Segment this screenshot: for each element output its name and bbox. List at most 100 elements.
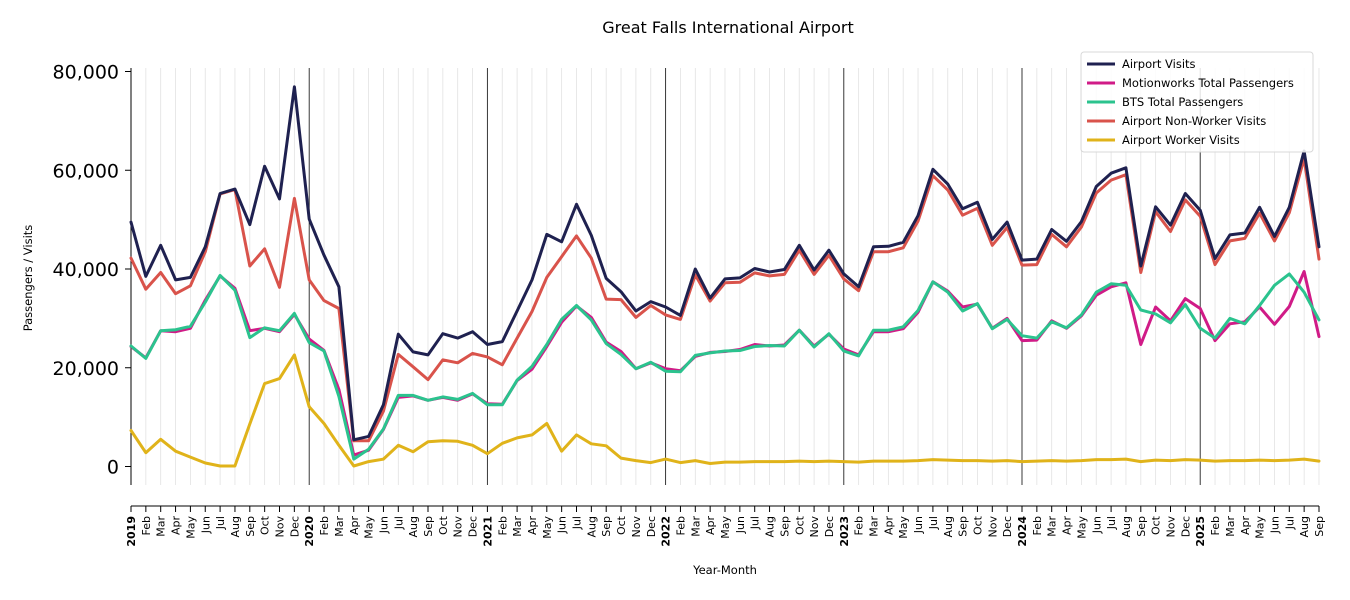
x-tick-label-month: Jun: [1090, 516, 1103, 534]
x-tick-label-month: Dec: [823, 516, 836, 537]
x-tick-label-month: Dec: [288, 516, 301, 537]
x-tick-label-month: May: [541, 516, 554, 539]
x-tick-label-month: Apr: [170, 516, 183, 536]
x-tick-label-month: Apr: [1239, 516, 1252, 536]
x-tick-label-month: Jul: [927, 516, 940, 530]
y-tick-label: 40,000: [53, 259, 119, 281]
x-tick-label-month: Sep: [778, 516, 791, 537]
x-tick-label-month: Oct: [971, 515, 984, 535]
x-tick-label-month: Sep: [422, 516, 435, 537]
x-tick-label-year: 2020: [303, 516, 316, 547]
x-tick-label-year: 2025: [1194, 516, 1207, 547]
x-tick-label-month: Feb: [1031, 516, 1044, 535]
x-tick-label-month: Aug: [229, 516, 242, 537]
y-tick-label: 60,000: [53, 160, 119, 182]
x-tick-label-month: Jul: [1283, 516, 1296, 530]
x-tick-label-month: Jun: [556, 516, 569, 534]
x-tick-label-month: Aug: [942, 516, 955, 537]
x-tick-label-month: Feb: [1209, 516, 1222, 535]
x-tick-label-month: Jun: [377, 516, 390, 534]
x-tick-label-month: Mar: [689, 516, 702, 537]
x-tick-label-month: Dec: [467, 516, 480, 537]
chart-title: Great Falls International Airport: [602, 18, 853, 37]
x-tick-label-month: Oct: [793, 515, 806, 535]
x-tick-label-month: Sep: [1313, 516, 1326, 537]
legend-label: Motionworks Total Passengers: [1122, 76, 1294, 90]
plot-area: [129, 85, 1321, 468]
x-tick-label-month: Apr: [526, 516, 539, 536]
x-tick-label-month: Nov: [274, 516, 287, 538]
x-axis: 2019 Feb Mar Apr May Jun Jul Aug Sep Oct Nov Dec 202…: [125, 505, 1326, 547]
series-line-4: [129, 353, 1321, 468]
x-tick-label-month: Dec: [1179, 516, 1192, 537]
x-tick-label-month: Oct: [259, 515, 272, 535]
x-tick-label-month: Dec: [645, 516, 658, 537]
legend-label: Airport Visits: [1122, 57, 1196, 71]
series-line-0: [129, 85, 1321, 442]
x-tick-label-month: Feb: [853, 516, 866, 535]
series-line-3: [129, 156, 1321, 443]
x-tick-label-month: Feb: [496, 516, 509, 535]
x-tick-label-month: Mar: [1224, 516, 1237, 537]
y-axis: 0 20,000 40,000 60,000 80,000: [53, 62, 132, 485]
x-tick-label-month: May: [1254, 516, 1267, 539]
x-tick-label-month: Feb: [318, 516, 331, 535]
x-tick-label-month: Oct: [1150, 515, 1163, 535]
x-tick-label-month: May: [719, 516, 732, 539]
x-axis-label: Year-Month: [692, 563, 757, 577]
x-tick-label-month: Apr: [882, 516, 895, 536]
x-tick-label-month: Sep: [1135, 516, 1148, 537]
x-tick-label-month: Sep: [600, 516, 613, 537]
x-tick-label-month: Aug: [1120, 516, 1133, 537]
x-tick-label-month: Nov: [808, 516, 821, 538]
x-tick-label-month: Jul: [749, 516, 762, 530]
x-tick-label-month: Aug: [585, 516, 598, 537]
series-line-2: [129, 272, 1321, 461]
x-tick-label-month: Nov: [986, 516, 999, 538]
x-tick-label-year: 2019: [125, 516, 138, 547]
x-tick-label-month: Dec: [1001, 516, 1014, 537]
x-tick-label-month: Feb: [140, 516, 153, 535]
legend-box: [1080, 51, 1314, 153]
x-tick-label-month: May: [184, 516, 197, 539]
x-tick-label-month: Apr: [704, 516, 717, 536]
y-tick-label: 20,000: [53, 358, 119, 380]
x-tick-label-month: Jul: [1105, 516, 1118, 530]
x-tick-label-month: May: [363, 516, 376, 539]
x-tick-label-month: May: [897, 516, 910, 539]
x-tick-label-month: Jul: [392, 516, 405, 530]
legend-label: Airport Non-Worker Visits: [1122, 114, 1266, 128]
x-tick-label-month: Jun: [912, 516, 925, 534]
x-tick-label-month: May: [1075, 516, 1088, 539]
x-tick-label-month: Aug: [407, 516, 420, 537]
legend: Airport Visits Motionworks Total Passenge…: [1080, 51, 1314, 153]
x-tick-label-month: Sep: [244, 516, 257, 537]
x-tick-label-month: Nov: [630, 516, 643, 538]
x-tick-label-year: 2024: [1016, 516, 1029, 547]
x-tick-label-month: Apr: [348, 516, 361, 536]
x-tick-label-year: 2022: [660, 516, 673, 547]
x-tick-label-month: Jun: [199, 516, 212, 534]
x-tick-label-month: Aug: [1298, 516, 1311, 537]
legend-label: Airport Worker Visits: [1122, 133, 1240, 147]
x-tick-label-month: Aug: [764, 516, 777, 537]
y-tick-label: 80,000: [53, 62, 119, 84]
x-tick-label-month: Mar: [868, 516, 881, 537]
x-tick-label-year: 2023: [838, 516, 851, 547]
x-tick-label-month: Jun: [734, 516, 747, 534]
y-tick-label: 0: [107, 457, 119, 479]
x-tick-label-month: Feb: [674, 516, 687, 535]
x-tick-label-month: Jul: [214, 516, 227, 530]
x-tick-label-month: Jun: [1268, 516, 1281, 534]
x-tick-label-month: Nov: [452, 516, 465, 538]
x-tick-label-month: Jul: [571, 516, 584, 530]
x-tick-label-year: 2021: [481, 516, 494, 547]
x-tick-label-month: Mar: [1046, 516, 1059, 537]
legend-label: BTS Total Passengers: [1122, 95, 1243, 109]
x-tick-label-month: Oct: [615, 515, 628, 535]
x-tick-label-month: Apr: [1061, 516, 1074, 536]
x-tick-label-month: Mar: [333, 516, 346, 537]
x-tick-label-month: Oct: [437, 515, 450, 535]
x-tick-label-month: Sep: [957, 516, 970, 537]
